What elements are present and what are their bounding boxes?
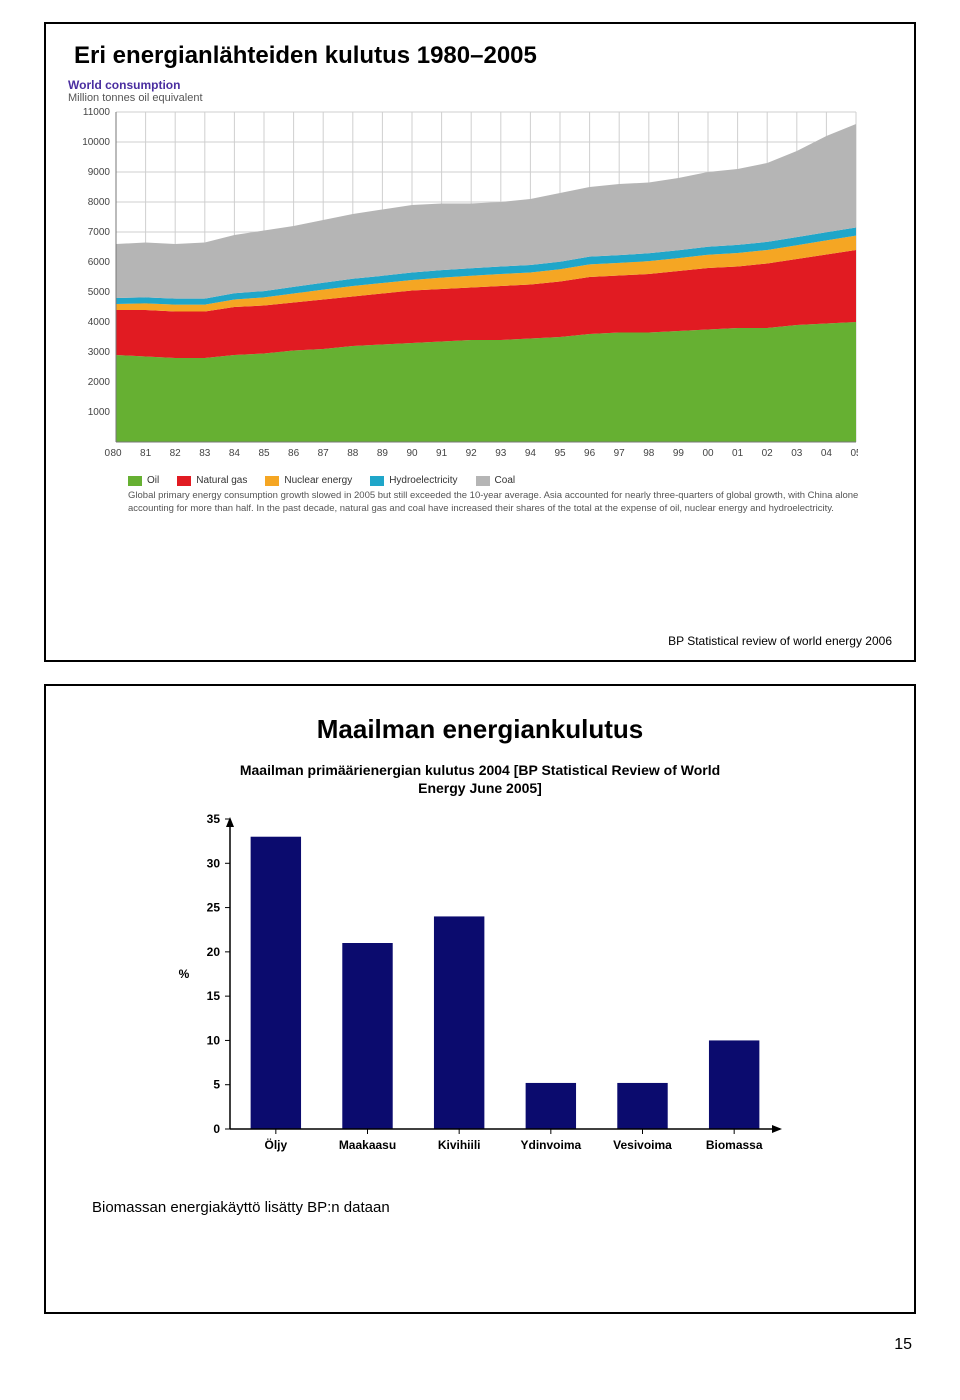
svg-text:01: 01 <box>732 448 744 459</box>
svg-text:90: 90 <box>406 448 418 459</box>
svg-text:97: 97 <box>614 448 626 459</box>
svg-text:84: 84 <box>229 448 241 459</box>
legend-item: Natural gas <box>177 475 247 486</box>
source-text: BP Statistical review of world energy 20… <box>668 634 892 648</box>
svg-text:99: 99 <box>673 448 685 459</box>
bar-chart-title-l2: Energy June 2005] <box>68 779 892 797</box>
svg-text:0: 0 <box>104 448 110 459</box>
svg-text:83: 83 <box>199 448 211 459</box>
svg-text:10: 10 <box>207 1034 221 1048</box>
svg-text:10000: 10000 <box>82 137 110 148</box>
svg-text:3000: 3000 <box>88 347 111 358</box>
svg-text:30: 30 <box>207 857 221 871</box>
svg-text:91: 91 <box>436 448 448 459</box>
legend-swatch <box>476 476 490 486</box>
svg-text:35: 35 <box>207 812 221 826</box>
svg-text:15: 15 <box>207 990 221 1004</box>
svg-text:89: 89 <box>377 448 389 459</box>
legend-label: Coal <box>495 475 516 486</box>
slide-2: Maailman energiankulutus Maailman primää… <box>44 684 916 1314</box>
legend-swatch <box>370 476 384 486</box>
svg-text:95: 95 <box>554 448 566 459</box>
bar-chart: 0 5 10 15 20 25 30 35% Öljy Maakaasu Kivihiili Ydin… <box>160 805 800 1185</box>
svg-text:82: 82 <box>170 448 182 459</box>
slide2-title: Maailman energiankulutus <box>68 714 892 745</box>
area-chart-subheader: Million tonnes oil equivalent <box>68 92 892 104</box>
legend-label: Oil <box>147 475 159 486</box>
slide-1: Eri energianlähteiden kulutus 1980–2005 … <box>44 22 916 662</box>
svg-text:Kivihiili: Kivihiili <box>438 1138 481 1152</box>
slide2-caption: Biomassan energiakäyttö lisätty BP:n dat… <box>92 1199 892 1216</box>
svg-text:80: 80 <box>110 448 122 459</box>
bar-chart-container: 0 5 10 15 20 25 30 35% Öljy Maakaasu Kivihiili Ydin… <box>68 805 892 1185</box>
svg-text:98: 98 <box>643 448 655 459</box>
svg-text:Öljy: Öljy <box>264 1137 287 1152</box>
svg-text:1000: 1000 <box>88 407 111 418</box>
svg-text:9000: 9000 <box>88 167 111 178</box>
area-chart: 1000200030004000500060007000800090001000… <box>68 106 858 466</box>
legend-label: Nuclear energy <box>284 475 352 486</box>
svg-text:00: 00 <box>702 448 714 459</box>
legend-item: Nuclear energy <box>265 475 352 486</box>
legend-item: Hydroelectricity <box>370 475 457 486</box>
svg-text:8000: 8000 <box>88 197 111 208</box>
svg-text:87: 87 <box>318 448 330 459</box>
svg-text:0: 0 <box>213 1122 220 1136</box>
area-chart-header: World consumption <box>68 78 892 92</box>
legend-label: Hydroelectricity <box>389 475 457 486</box>
svg-text:92: 92 <box>466 448 478 459</box>
area-chart-container: World consumption Million tonnes oil equ… <box>68 78 892 516</box>
svg-text:11000: 11000 <box>83 107 111 118</box>
legend-item: Coal <box>476 475 516 486</box>
svg-text:85: 85 <box>258 448 270 459</box>
svg-text:Ydinvoima: Ydinvoima <box>520 1138 581 1152</box>
svg-text:94: 94 <box>525 448 537 459</box>
svg-text:%: % <box>179 967 190 981</box>
svg-text:02: 02 <box>762 448 774 459</box>
slide1-title: Eri energianlähteiden kulutus 1980–2005 <box>74 42 892 70</box>
chart-footnote: Global primary energy consumption growth… <box>128 490 868 516</box>
svg-text:86: 86 <box>288 448 300 459</box>
svg-text:88: 88 <box>347 448 359 459</box>
svg-text:04: 04 <box>821 448 833 459</box>
legend-item: Oil <box>128 475 159 486</box>
page-number: 15 <box>0 1336 912 1354</box>
svg-text:20: 20 <box>207 945 221 959</box>
svg-text:93: 93 <box>495 448 507 459</box>
svg-text:7000: 7000 <box>88 227 111 238</box>
svg-text:4000: 4000 <box>88 317 111 328</box>
svg-text:6000: 6000 <box>88 257 111 268</box>
svg-text:Vesivoima: Vesivoima <box>613 1138 672 1152</box>
bar-chart-title-l1: Maailman primäärienergian kulutus 2004 [… <box>68 761 892 779</box>
svg-text:96: 96 <box>584 448 596 459</box>
svg-text:Maakaasu: Maakaasu <box>339 1138 396 1152</box>
svg-text:5000: 5000 <box>88 287 111 298</box>
bar-chart-title-wrap: Maailman primäärienergian kulutus 2004 [… <box>68 761 892 797</box>
legend-row: Oil Natural gas Nuclear energy Hydroelectri… <box>128 475 892 486</box>
svg-text:05: 05 <box>850 448 858 459</box>
svg-text:5: 5 <box>213 1078 220 1092</box>
legend-label: Natural gas <box>196 475 247 486</box>
legend-swatch <box>177 476 191 486</box>
svg-text:2000: 2000 <box>88 377 111 388</box>
svg-text:03: 03 <box>791 448 803 459</box>
svg-text:Biomassa: Biomassa <box>706 1138 763 1152</box>
svg-text:25: 25 <box>207 901 221 915</box>
legend-swatch <box>128 476 142 486</box>
legend-swatch <box>265 476 279 486</box>
svg-text:81: 81 <box>140 448 152 459</box>
